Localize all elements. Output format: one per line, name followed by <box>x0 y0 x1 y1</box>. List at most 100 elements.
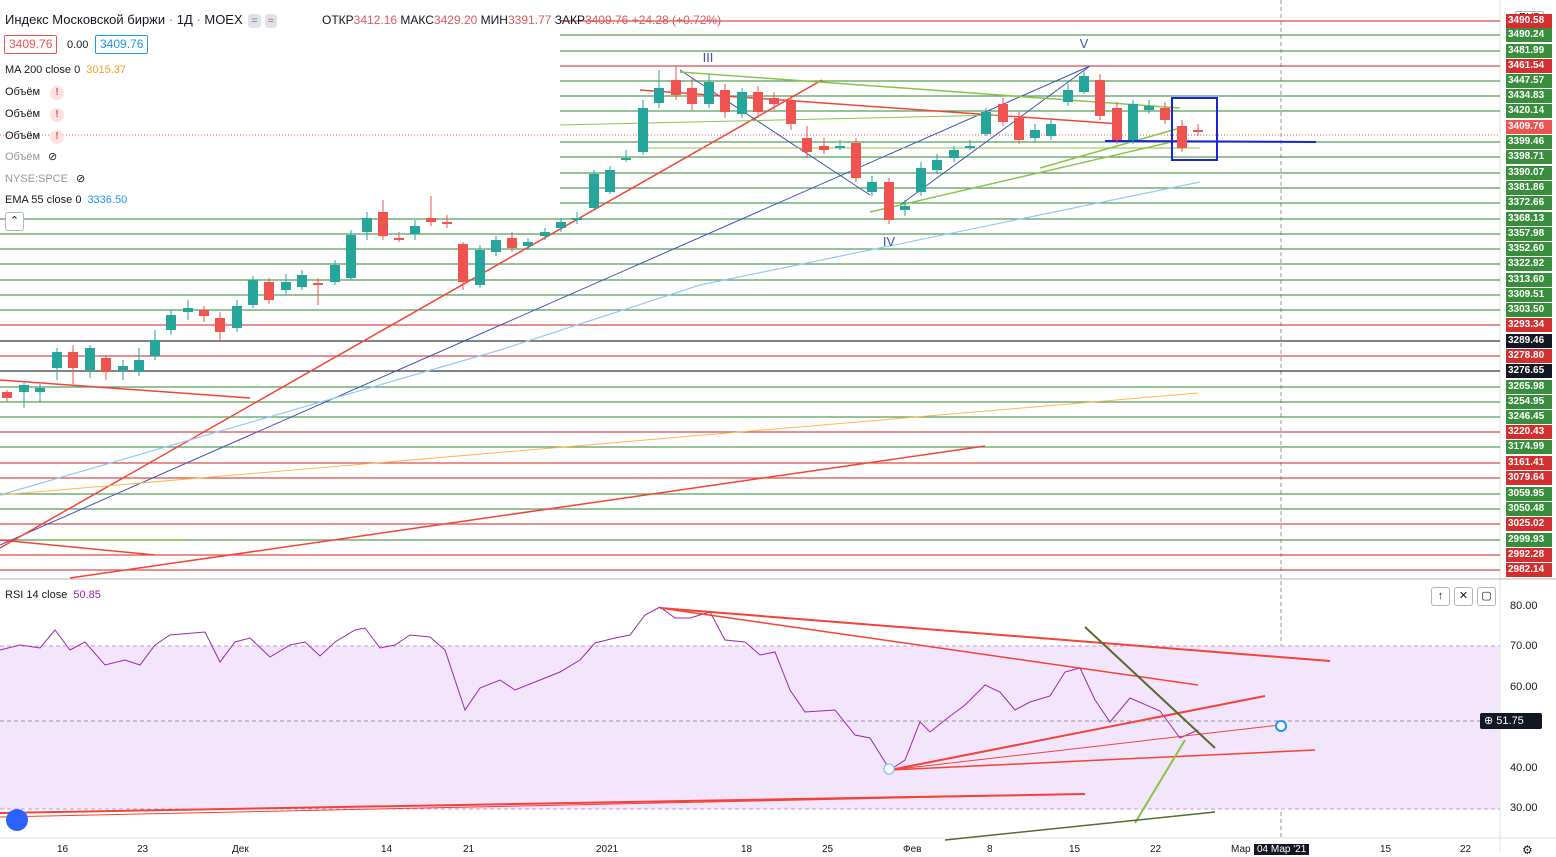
equals-icon[interactable]: = <box>248 14 261 28</box>
warning-icon[interactable]: ! <box>50 130 65 144</box>
trendline <box>499 284 701 351</box>
candle-body <box>183 308 193 312</box>
rsi-cursor-value[interactable]: ⊕ 51.75 <box>1480 713 1542 729</box>
candle-body <box>1112 108 1122 140</box>
rsi-trendline <box>0 793 1086 814</box>
candle-body <box>786 100 796 124</box>
price-axis-label: 3254.95 <box>1506 395 1552 409</box>
price-axis-label: 3313.60 <box>1506 273 1552 287</box>
candle-body <box>1177 126 1187 148</box>
collapse-legend-button[interactable]: ⌃ <box>5 212 24 231</box>
candle-body <box>867 182 877 192</box>
rsi-trendline <box>659 607 1199 686</box>
candle-body <box>769 98 779 104</box>
candle-body <box>442 222 452 224</box>
approx-icon[interactable]: ≈ <box>264 14 277 28</box>
price-axis-label: 3420.14 <box>1506 104 1552 118</box>
wave-label: IV <box>883 234 896 249</box>
wave-label: III <box>703 50 714 65</box>
price-axis-label: 3390.07 <box>1506 166 1552 180</box>
candle-body <box>1063 90 1073 102</box>
chart-header: Индекс Московской биржи · 1Д · MOEX = ≈ <box>5 13 279 28</box>
candle-body <box>362 218 372 232</box>
price-axis-label: 3357.98 <box>1506 227 1552 241</box>
gear-icon[interactable]: ⚙ <box>1522 843 1533 857</box>
candle-body <box>523 242 533 246</box>
time-axis-label: Дек <box>232 844 249 855</box>
candle-body <box>378 212 388 236</box>
rsi-trendline <box>0 793 1086 818</box>
rsi-trendline <box>1134 739 1186 824</box>
price-axis-label: 3220.43 <box>1506 425 1552 439</box>
trendline <box>559 114 1001 126</box>
rsi-pane <box>0 606 1500 841</box>
candle-body <box>166 315 176 330</box>
candle-body <box>35 388 45 392</box>
trendline <box>0 392 1199 496</box>
trendline <box>699 181 1201 286</box>
eye-off-icon[interactable]: ⊘ <box>48 151 58 163</box>
indicator-spce-hidden[interactable]: NYSE:SPCE ⊘ <box>5 173 86 185</box>
rsi-cursor <box>1275 720 1287 732</box>
candle-body <box>556 222 566 228</box>
candle-body <box>1030 130 1040 138</box>
symbol-title[interactable]: Индекс Московской биржи <box>5 12 166 27</box>
warning-icon[interactable]: ! <box>50 86 65 100</box>
rsi-axis-label: 30.00 <box>1510 802 1538 814</box>
candle-body <box>248 280 258 305</box>
candlesticks <box>2 66 1203 408</box>
candle-body <box>753 92 763 112</box>
candle-body <box>900 206 910 210</box>
interval-label[interactable]: 1Д <box>176 12 193 27</box>
price-axis-label: 3050.48 <box>1506 502 1552 516</box>
time-axis-label: 22 <box>1150 844 1162 855</box>
candle-body <box>1144 106 1154 110</box>
candle-body <box>491 240 501 252</box>
price-axis-label: 3381.86 <box>1506 181 1552 195</box>
warning-icon[interactable]: ! <box>50 108 65 122</box>
candle-body <box>737 92 747 114</box>
rsi-line <box>0 606 1199 771</box>
highlight-box <box>1171 97 1218 161</box>
candle-body <box>932 160 942 170</box>
pane-maximize-button[interactable]: ▢ <box>1477 587 1496 606</box>
price-axis-label: 3293.34 <box>1506 318 1552 332</box>
time-axis-label: 16 <box>57 844 69 855</box>
indicator-volume-3[interactable]: Объём! <box>5 129 65 144</box>
indicator-volume-1[interactable]: Объём! <box>5 85 65 100</box>
tradingview-logo-icon <box>6 809 28 831</box>
candle-body <box>965 146 975 148</box>
price-axis-label: 3434.83 <box>1506 89 1552 103</box>
trendline <box>869 139 1181 213</box>
candle-body <box>68 352 78 368</box>
indicator-volume-2[interactable]: Объём! <box>5 107 65 122</box>
eye-off-icon[interactable]: ⊘ <box>75 173 86 185</box>
indicator-volume-hidden[interactable]: Объём ⊘ <box>5 151 58 163</box>
rsi-trendline <box>889 724 1281 771</box>
price-axis-label: 3025.02 <box>1506 517 1552 531</box>
price-axis-label: 3481.99 <box>1506 44 1552 58</box>
rsi-trendline <box>659 607 1331 662</box>
candle-body <box>330 265 340 282</box>
indicator-ema55[interactable]: EMA 55 close 0 3336.50 <box>5 194 128 206</box>
candle-body <box>410 226 420 234</box>
price-axis-label: 3399.46 <box>1506 135 1552 149</box>
pane-up-button[interactable]: ↑ <box>1431 587 1450 606</box>
candle-body <box>264 282 274 300</box>
time-axis-label: 8 <box>987 844 993 855</box>
price-axis-label: 3161.41 <box>1506 456 1552 470</box>
candle-body <box>215 318 225 332</box>
rsi-axis-label: 80.00 <box>1510 600 1538 612</box>
pane-close-button[interactable]: ✕ <box>1454 587 1473 606</box>
highlight-line <box>1104 140 1317 143</box>
indicator-ma200[interactable]: MA 200 close 0 3015.37 <box>5 64 126 76</box>
candle-body <box>458 244 468 282</box>
candle-body <box>2 392 12 398</box>
candle-body <box>638 108 648 152</box>
time-axis-label: 15 <box>1069 844 1081 855</box>
ask-price-box[interactable]: 3409.76 <box>95 35 149 54</box>
candle-body <box>52 352 62 368</box>
rsi-legend[interactable]: RSI 14 close 50.85 <box>5 589 101 601</box>
bid-price-box[interactable]: 3409.76 <box>4 35 58 54</box>
